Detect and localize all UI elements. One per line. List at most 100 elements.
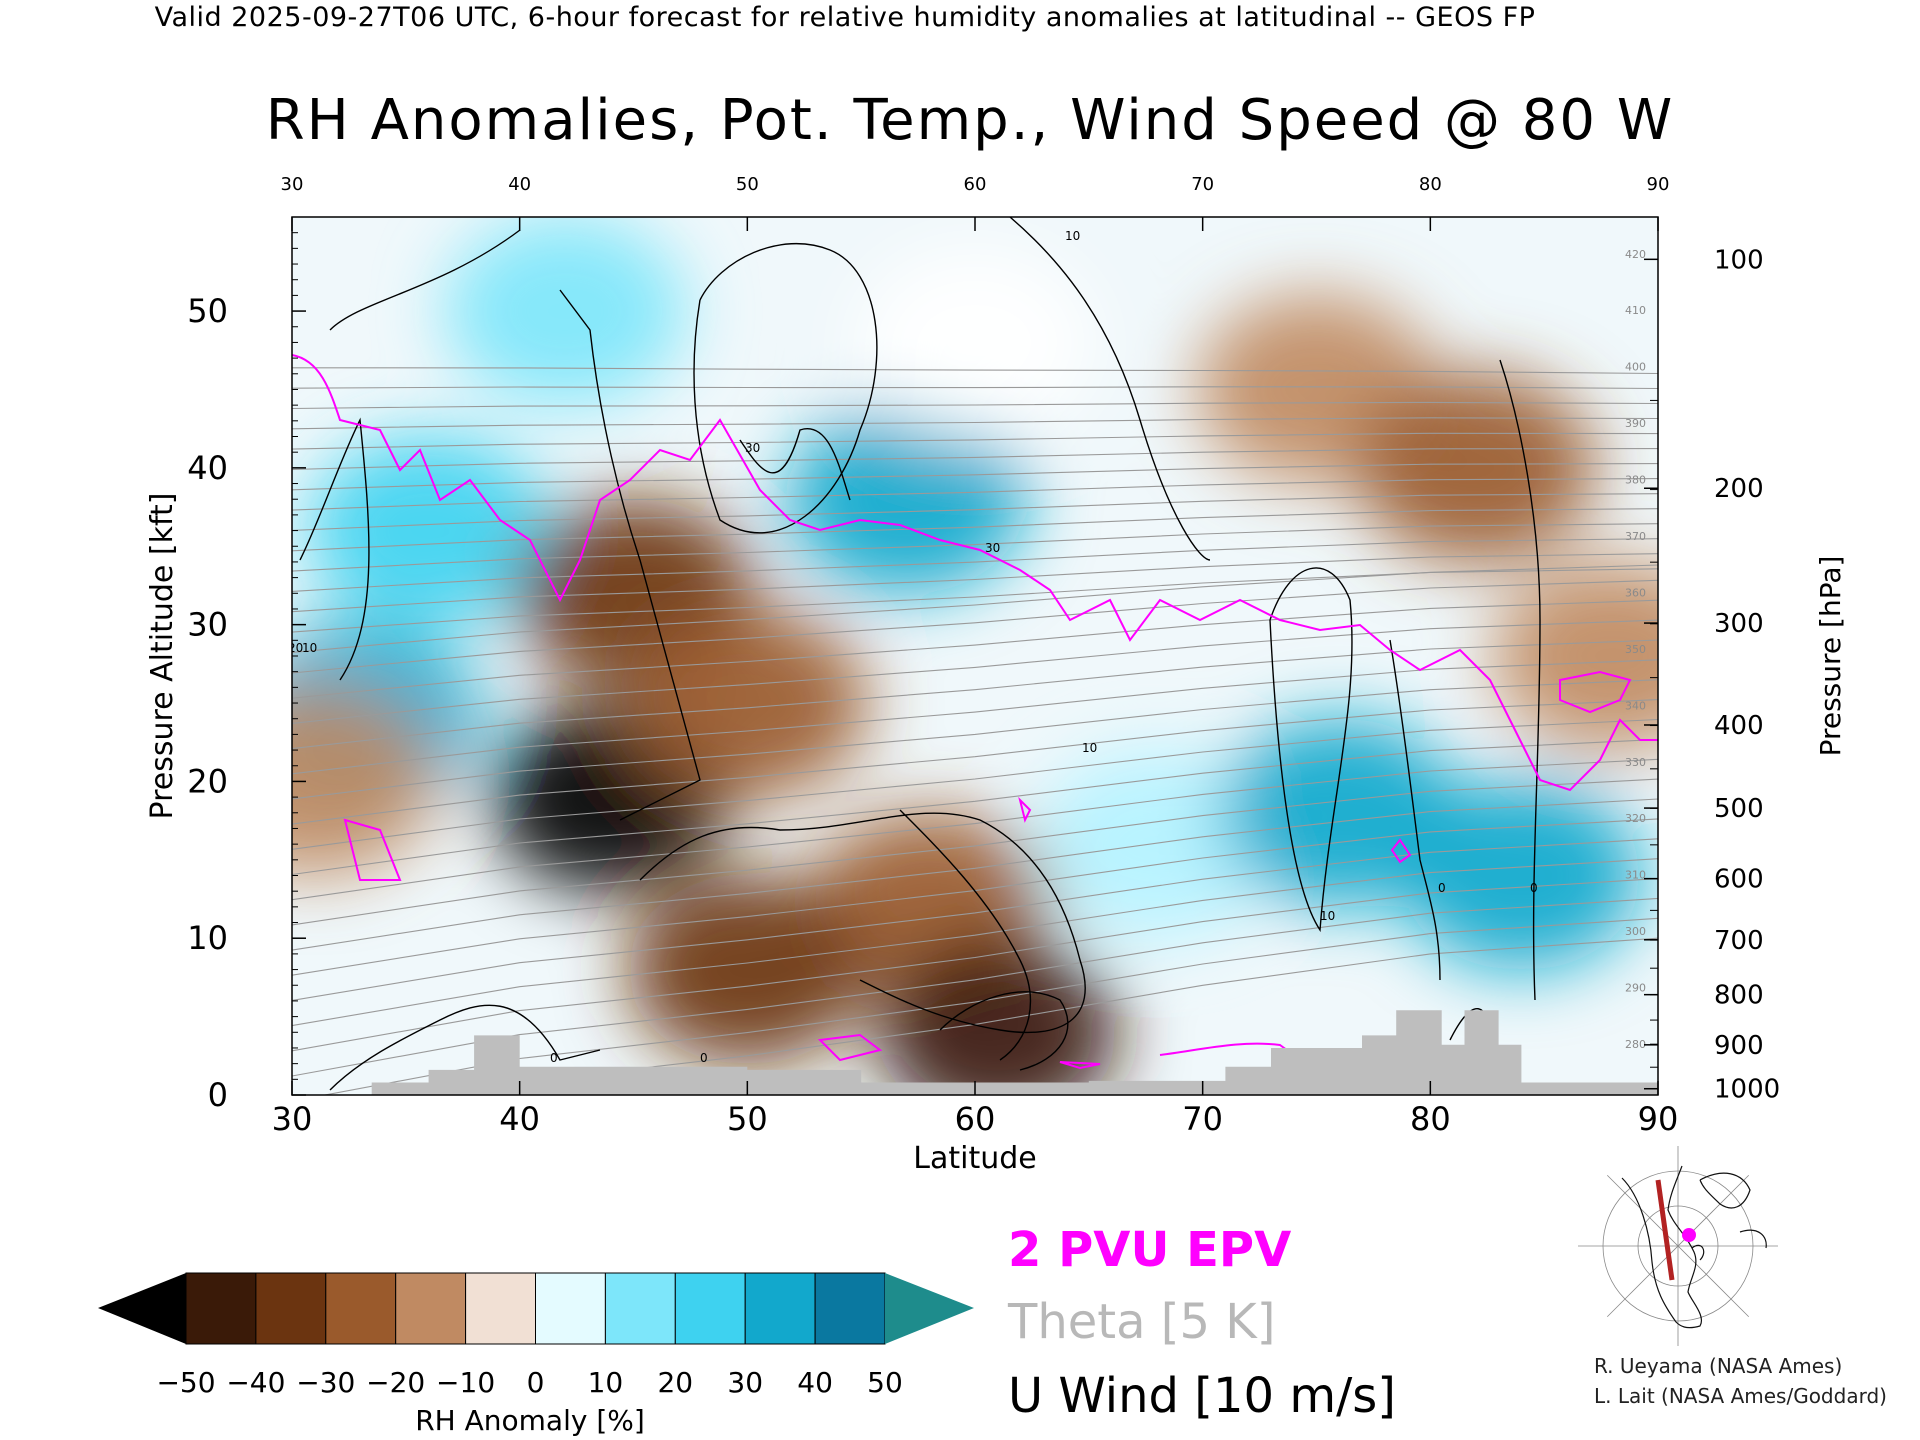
colorbar-segment (535, 1272, 606, 1345)
theta-contour (292, 553, 1658, 613)
colorbar-over-arrow (885, 1273, 974, 1344)
map-coastline (1621, 1165, 1702, 1329)
map-coastline (1691, 1229, 1767, 1261)
wind-contour-label: 30 (985, 541, 1000, 555)
theta-contour (292, 897, 1658, 1077)
y-right-tick-label: 700 (1714, 926, 1764, 956)
colorbar-under-arrow (98, 1273, 186, 1344)
x-tick-label-top: 60 (964, 174, 987, 195)
wind-contour-label: 10 (1065, 229, 1080, 243)
theta-contour-label: 280 (1625, 1038, 1646, 1051)
x-tick-label-top: 30 (281, 174, 304, 195)
anomaly-region (855, 247, 1095, 438)
wind-contour-label: 20 (288, 641, 303, 655)
y-axis-label-right: Pressure [hPa] (1814, 556, 1847, 757)
y-tick-label: 50 (187, 292, 228, 330)
theta-contour (292, 699, 1658, 825)
colorbar-segment (185, 1272, 257, 1345)
x-axis-label: Latitude (913, 1141, 1036, 1176)
theta-contour (292, 659, 1658, 775)
y-right-tick-label: 600 (1714, 865, 1764, 895)
x-tick-label: 40 (499, 1100, 540, 1138)
wind-contour-label: 10 (302, 641, 317, 655)
theta-contour-label: 400 (1625, 361, 1646, 374)
x-tick-label: 30 (272, 1100, 313, 1138)
rh-anomaly-field (292, 217, 1658, 1095)
theta-contour (292, 599, 1658, 699)
theta-contour (292, 478, 1658, 511)
y-right-tick-label: 200 (1714, 474, 1764, 504)
colorbar-tick-label: −40 (226, 1366, 285, 1399)
colorbar-tick-label: 40 (797, 1366, 833, 1399)
colorbar-tick-label: −20 (366, 1366, 425, 1399)
legend-wind: U Wind [10 m/s] (1008, 1368, 1397, 1424)
theta-contour (292, 798, 1658, 951)
theta-contour (292, 568, 1658, 633)
wind-contour (559, 289, 701, 821)
credit-line-1: R. Ueyama (NASA Ames) (1594, 1354, 1843, 1378)
wind-contour (1269, 567, 1353, 933)
theta-contour-label: 380 (1625, 474, 1646, 487)
y-tick-label: 20 (187, 762, 228, 800)
axes: 3030404050506060707080809090Latitude0102… (145, 174, 1847, 1176)
epv-contour (343, 818, 402, 881)
theta-contour (292, 538, 1658, 592)
wind-contour-label: 0 (1530, 881, 1538, 895)
colorbar-tick-label: −10 (436, 1366, 495, 1399)
wind-contour-label: 0 (700, 1051, 708, 1065)
forecast-header: Valid 2025-09-27T06 UTC, 6-hour forecast… (154, 2, 1536, 33)
theta-contour (292, 508, 1658, 552)
y-tick-label: 10 (187, 919, 228, 957)
wind-contour-label: 10 (1082, 741, 1097, 755)
colorbar-label: RH Anomaly [%] (415, 1404, 645, 1437)
colorbar-segment (395, 1272, 467, 1345)
theta-contour (292, 417, 1658, 430)
wind-contour-labels: 10 30 30 10 10 10 0 0 0 0 20 (288, 229, 1538, 1065)
anomaly-region (627, 874, 868, 1065)
y-tick-label: 0 (208, 1076, 228, 1114)
colorbar-segment (325, 1272, 397, 1345)
y-right-tick-label: 900 (1714, 1031, 1764, 1061)
colorbar: −50 −40 −30 −20 −10 0 10 20 30 40 50 RH Anomaly [%… (98, 1272, 974, 1437)
epv-contour (1059, 1061, 1101, 1070)
epv-contour (817, 1033, 883, 1062)
wind-contour (1009, 217, 1211, 561)
theta-contour (292, 838, 1658, 1001)
wind-contour (1389, 639, 1441, 981)
location-map (1578, 1146, 1778, 1346)
credit-line-2: L. Lait (NASA Ames/Goddard) (1594, 1384, 1887, 1408)
wind-contour (329, 229, 521, 331)
colorbar-tick-label: 0 (527, 1366, 545, 1399)
y-tick-label: 30 (187, 606, 228, 644)
theta-contour (292, 858, 1658, 1027)
cross-section-track (1655, 1179, 1675, 1281)
y-right-tick-label: 400 (1714, 711, 1764, 741)
wind-contour (329, 1004, 601, 1091)
theta-contour-label: 350 (1625, 643, 1646, 656)
colorbar-segment (255, 1272, 327, 1345)
theta-contour (292, 448, 1658, 471)
theta-contour (292, 493, 1658, 531)
theta-contour-label: 370 (1625, 530, 1646, 543)
colorbar-segment (744, 1272, 816, 1345)
wind-contour-label: 30 (745, 441, 760, 455)
chart-title: RH Anomalies, Pot. Temp., Wind Speed @ 8… (265, 88, 1675, 153)
colorbar-tick-label: −30 (296, 1366, 355, 1399)
x-tick-label-top: 50 (736, 174, 759, 195)
colorbar-tick-label: 10 (588, 1366, 624, 1399)
wind-contour-label: 10 (1320, 909, 1335, 923)
colorbar-segment (674, 1272, 746, 1345)
x-tick-label: 70 (1182, 1100, 1223, 1138)
colorbar-tick-label: 20 (657, 1366, 693, 1399)
epv-contour (1390, 838, 1412, 864)
epv-contour (292, 354, 1658, 792)
surface-topography (371, 1010, 1658, 1095)
theta-contour (292, 679, 1658, 800)
x-tick-label: 50 (727, 1100, 768, 1138)
theta-contour-label: 340 (1625, 699, 1646, 712)
wind-contours (299, 217, 1541, 1091)
anomaly-region (292, 686, 435, 877)
colorbar-segment (465, 1272, 537, 1345)
theta-contour (292, 367, 1658, 375)
colorbar-tick-label: 30 (727, 1366, 763, 1399)
